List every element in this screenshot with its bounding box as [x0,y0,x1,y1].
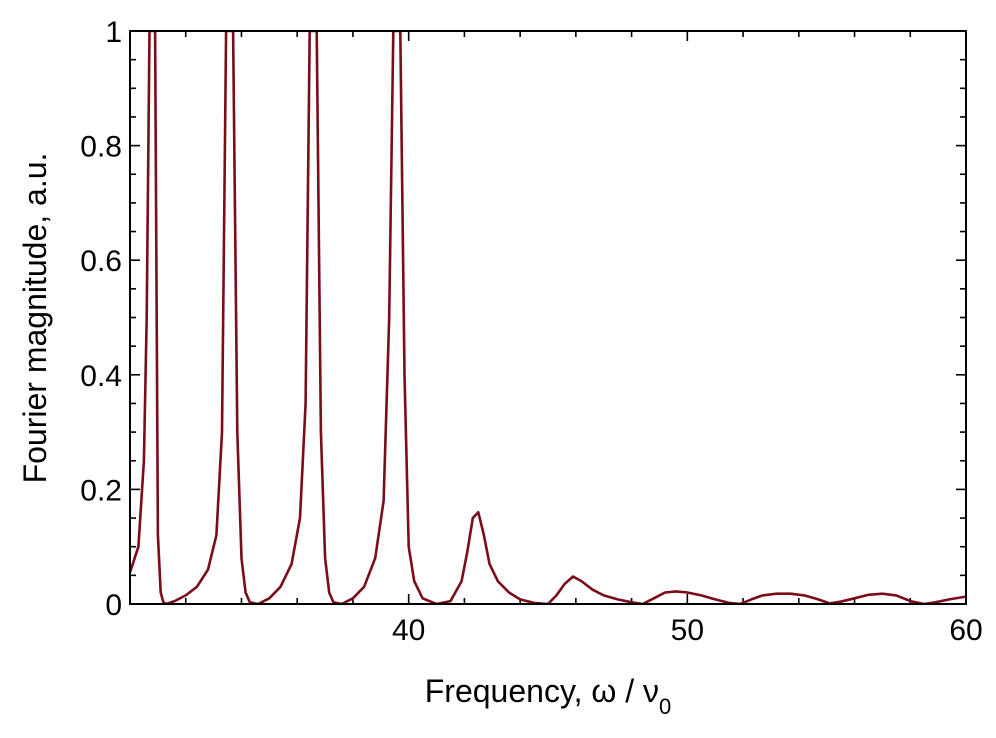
x-tick-label: 60 [949,614,982,647]
y-tick-label: 0.8 [80,131,122,164]
y-tick-label: 0 [105,589,122,622]
series-line [130,31,966,604]
ticks-layer [129,30,967,605]
x-axis-title-main: Frequency, ω / ν [425,673,659,709]
x-tick-label: 50 [671,614,704,647]
y-axis-title: Fourier magnitude, a.u. [17,153,53,484]
x-axis-title-subscript: 0 [659,694,671,719]
y-tick-label: 0.2 [80,474,122,507]
x-tick-label: 40 [392,614,425,647]
y-tick-label: 0.6 [80,245,122,278]
tick-labels-layer: 40 50 60 0 0.2 0.4 0.6 0.8 1 [80,16,982,647]
y-tick-label: 1 [105,16,122,49]
x-axis-title: Frequency, ω / ν0 [425,673,672,719]
y-tick-label: 0.4 [80,360,122,393]
plot-frame [129,30,967,605]
